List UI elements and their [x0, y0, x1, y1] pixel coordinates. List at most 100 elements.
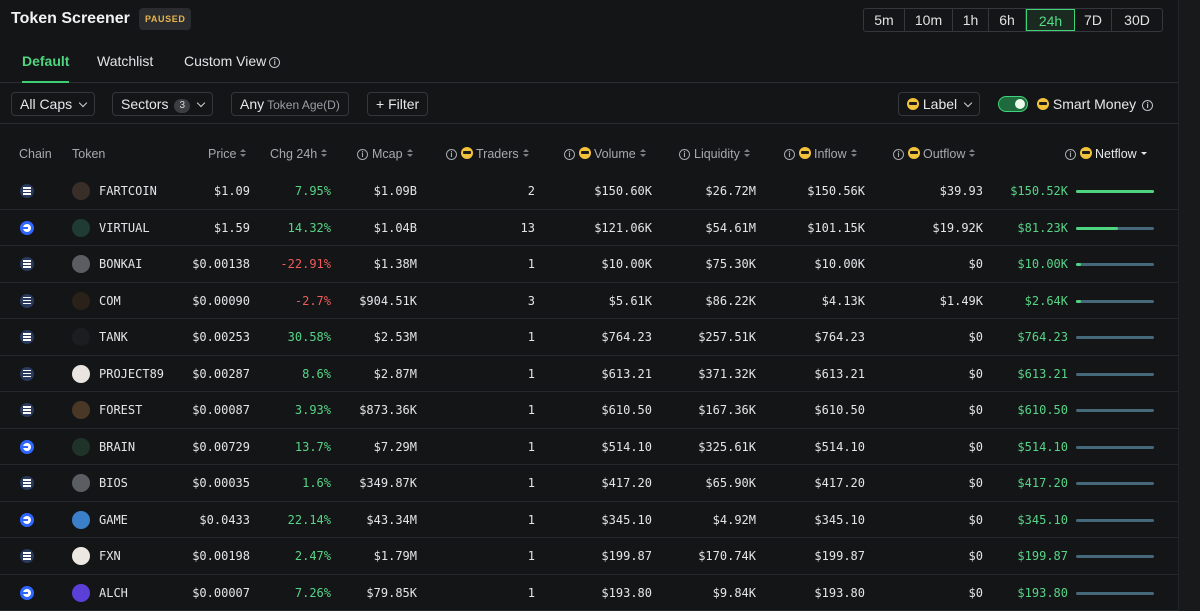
page-title: Token Screener [11, 10, 130, 27]
token-name[interactable]: BONKAI [99, 257, 143, 271]
table-row[interactable]: FXN $0.00198 2.47% $1.79M 1 $199.87 $170.74K $1… [0, 538, 1200, 575]
tab-custom-view[interactable]: Custom View i [184, 53, 281, 83]
table-row[interactable]: GAME $0.0433 22.14% $43.34M 1 $345.10 $4.92M $3… [0, 502, 1200, 538]
traders-cell: 1 [527, 330, 535, 344]
mcap-cell: $349.87K [359, 476, 417, 490]
table-row[interactable]: COM $0.00090 -2.7% $904.51K 3 $5.61K $86.22K $4… [0, 283, 1200, 319]
timeframe-10m[interactable]: 10m [905, 9, 953, 31]
inflow-cell: $514.10 [814, 439, 865, 454]
traders-cell: 1 [527, 439, 535, 454]
smart-money-toggle[interactable] [998, 96, 1028, 112]
timeframe-30d[interactable]: 30D [1124, 12, 1150, 28]
solana-chain-icon [20, 293, 34, 308]
tab-default[interactable]: Default [22, 53, 70, 83]
token-name[interactable]: FOREST [99, 403, 143, 417]
col-outflow[interactable]: i Outflow [893, 147, 976, 161]
col-traders[interactable]: i Traders [446, 147, 529, 161]
timeframe-6h[interactable]: 6h [989, 9, 1026, 31]
inflow-cell: $417.20 [814, 476, 865, 490]
netflow-bar [1076, 263, 1154, 266]
token-name[interactable]: TANK [99, 330, 128, 344]
netflow-bar [1076, 518, 1154, 522]
table-row[interactable]: BIOS $0.00035 1.6% $349.87K 1 $417.20 $65.90K $… [0, 465, 1200, 502]
token-table: FARTCOIN $1.09 7.95% $1.09B 2 $150.60K $26.72M… [0, 173, 1200, 611]
volume-cell: $5.61K [608, 293, 652, 308]
netflow-cell: $81.23K [1017, 220, 1068, 235]
view-tabs: Default Watchlist Custom View i [0, 44, 1200, 83]
timeframe-5m[interactable]: 5m [864, 9, 905, 31]
netflow-cell: $613.21 [1017, 366, 1068, 381]
table-row[interactable]: FOREST $0.00087 3.93% $873.36K 1 $610.50 $167.… [0, 392, 1200, 429]
netflow-bar [1076, 336, 1154, 339]
sort-desc-icon [1140, 149, 1147, 158]
price-cell: $0.0433 [199, 512, 250, 527]
top-bar: Token Screener PAUSED 5m 10m 1h 6h 24h 7… [0, 0, 1200, 40]
mcap-cell: $904.51K [359, 293, 417, 308]
token-age-filter[interactable]: Any Token Age(D) [231, 92, 349, 116]
table-row[interactable]: PROJECT89 $0.00287 8.6% $2.87M 1 $613.21 $371.… [0, 356, 1200, 392]
add-filter-button[interactable]: + Filter [367, 92, 429, 116]
price-cell: $0.00253 [192, 330, 250, 344]
info-icon: i [564, 149, 575, 160]
timeframe-selector: 5m 10m 1h 6h 24h 7D 30D [863, 8, 1163, 32]
mcap-cell: $2.87M [373, 366, 417, 381]
tab-watchlist[interactable]: Watchlist [97, 53, 154, 69]
token-name[interactable]: COM [99, 293, 121, 308]
token-name[interactable]: BIOS [99, 476, 128, 490]
base-chain-icon [20, 439, 34, 454]
price-cell: $0.00007 [192, 585, 250, 600]
inflow-cell: $613.21 [814, 366, 865, 381]
col-netflow[interactable]: i Netflow [1065, 147, 1147, 161]
mcap-cell: $7.29M [373, 439, 417, 454]
token-name[interactable]: VIRTUAL [99, 220, 150, 235]
col-price[interactable]: Price [208, 147, 247, 161]
table-row[interactable]: BONKAI $0.00138 -22.91% $1.38M 1 $10.00K $75.3… [0, 246, 1200, 283]
sunglasses-icon [461, 147, 473, 159]
token-name[interactable]: FARTCOIN [99, 184, 157, 198]
netflow-bar [1076, 409, 1154, 412]
netflow-bar [1076, 372, 1154, 376]
timeframe-1h[interactable]: 1h [953, 9, 989, 31]
col-volume[interactable]: i Volume [564, 147, 646, 161]
netflow-cell: $2.64K [1024, 293, 1068, 308]
netflow-cell: $610.50 [1017, 403, 1068, 417]
table-row[interactable]: FARTCOIN $1.09 7.95% $1.09B 2 $150.60K $26.72M… [0, 173, 1200, 210]
info-icon: i [1065, 149, 1076, 160]
liquidity-cell: $54.61M [705, 220, 756, 235]
col-mcap[interactable]: i Mcap [357, 147, 413, 161]
table-row[interactable]: TANK $0.00253 30.58% $2.53M 1 $764.23 $257.51K… [0, 319, 1200, 356]
traders-cell: 3 [527, 293, 535, 308]
liquidity-cell: $4.92M [712, 512, 756, 527]
timeframe-24h[interactable]: 24h [1026, 9, 1075, 31]
chevron-down-icon [196, 98, 206, 108]
timeframe-7d[interactable]: 7D [1075, 9, 1112, 31]
traders-cell: 2 [527, 184, 535, 198]
mcap-cell: $1.09B [373, 184, 417, 198]
col-chg[interactable]: Chg 24h [270, 147, 328, 161]
volume-cell: $417.20 [601, 476, 652, 490]
token-name[interactable]: PROJECT89 [99, 366, 165, 381]
netflow-cell: $345.10 [1017, 512, 1068, 527]
col-liquidity[interactable]: i Liquidity [679, 147, 750, 161]
table-row[interactable]: VIRTUAL $1.59 14.32% $1.04B 13 $121.06K $54.61… [0, 210, 1200, 246]
label-dropdown[interactable]: Label [898, 92, 981, 116]
table-row[interactable]: ALCH $0.00007 7.26% $79.85K 1 $193.80 $9.84K $1… [0, 575, 1200, 611]
token-name[interactable]: FXN [99, 549, 121, 563]
outflow-cell: $19.92K [932, 220, 983, 235]
token-name[interactable]: GAME [99, 512, 128, 527]
scrollbar[interactable] [1178, 0, 1200, 611]
mcap-cell: $79.85K [366, 585, 417, 600]
inflow-cell: $193.80 [814, 585, 865, 600]
sectors-dropdown[interactable]: Sectors 3 [112, 92, 214, 116]
caps-dropdown[interactable]: All Caps [11, 92, 96, 116]
inflow-cell: $10.00K [814, 257, 865, 271]
table-row[interactable]: BRAIN $0.00729 13.7% $7.29M 1 $514.10 $325.61K… [0, 429, 1200, 465]
info-icon: i [893, 149, 904, 160]
change-cell: 2.47% [294, 549, 331, 563]
base-chain-icon [20, 585, 34, 600]
token-name[interactable]: ALCH [99, 585, 128, 600]
sort-icon [743, 149, 750, 158]
solana-chain-icon [20, 549, 34, 563]
col-inflow[interactable]: i Inflow [784, 147, 857, 161]
token-name[interactable]: BRAIN [99, 439, 136, 454]
